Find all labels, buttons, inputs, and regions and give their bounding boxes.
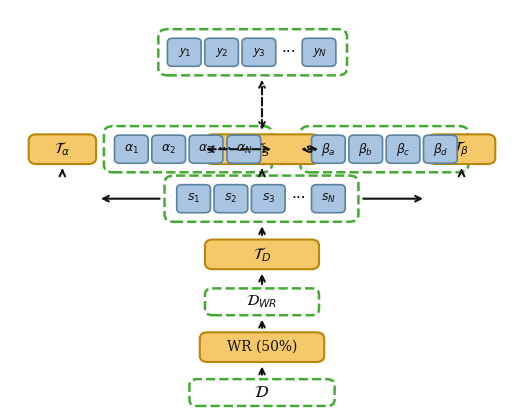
Text: $\beta_c$: $\beta_c$ [396,141,410,158]
FancyBboxPatch shape [300,126,468,172]
Text: WR (50%): WR (50%) [227,340,297,354]
FancyBboxPatch shape [386,135,420,163]
Text: $\mathcal{y}_N$: $\mathcal{y}_N$ [312,46,326,59]
FancyBboxPatch shape [152,135,185,163]
FancyBboxPatch shape [177,185,211,213]
Text: $\alpha_2$: $\alpha_2$ [161,143,176,156]
FancyBboxPatch shape [205,38,238,66]
Text: $\mathcal{y}_3$: $\mathcal{y}_3$ [253,46,266,59]
Text: $\alpha_1$: $\alpha_1$ [124,143,139,156]
FancyBboxPatch shape [189,379,335,406]
Text: $\beta_a$: $\beta_a$ [321,141,336,158]
Text: $\mathcal{y}_1$: $\mathcal{y}_1$ [178,46,191,59]
FancyBboxPatch shape [29,134,96,164]
Text: $\mathcal{y}_2$: $\mathcal{y}_2$ [215,46,228,59]
Text: $s_2$: $s_2$ [224,192,237,205]
FancyBboxPatch shape [205,288,319,315]
Text: $\mathcal{D}$: $\mathcal{D}$ [255,384,269,401]
FancyBboxPatch shape [423,135,457,163]
FancyBboxPatch shape [200,332,324,362]
Text: $\alpha_3$: $\alpha_3$ [199,143,214,156]
FancyBboxPatch shape [104,126,272,172]
FancyBboxPatch shape [428,134,495,164]
Text: $\mathcal{T}_D$: $\mathcal{T}_D$ [253,245,271,264]
FancyBboxPatch shape [311,185,345,213]
FancyBboxPatch shape [252,185,285,213]
FancyBboxPatch shape [349,135,383,163]
Text: $\beta_b$: $\beta_b$ [358,141,373,158]
FancyBboxPatch shape [205,240,319,269]
Text: ···: ··· [217,142,232,157]
Text: ···: ··· [291,191,305,206]
FancyBboxPatch shape [302,38,336,66]
FancyBboxPatch shape [115,135,148,163]
FancyBboxPatch shape [165,176,358,222]
FancyBboxPatch shape [311,135,345,163]
Text: $\alpha_N$: $\alpha_N$ [236,143,252,156]
Text: $\mathcal{T}_\beta$: $\mathcal{T}_\beta$ [453,139,470,159]
Text: $\mathcal{T}_S$: $\mathcal{T}_S$ [254,140,270,158]
FancyBboxPatch shape [189,135,223,163]
Text: $s_3$: $s_3$ [261,192,275,205]
Text: $\beta_d$: $\beta_d$ [432,141,448,158]
FancyBboxPatch shape [242,38,276,66]
FancyBboxPatch shape [158,29,347,75]
FancyBboxPatch shape [205,134,319,164]
Text: $s_N$: $s_N$ [321,192,336,205]
Text: $\mathcal{D}_{WR}$: $\mathcal{D}_{WR}$ [246,293,278,310]
Text: ···: ··· [281,45,296,60]
FancyBboxPatch shape [214,185,248,213]
Text: $\mathcal{T}_\alpha$: $\mathcal{T}_\alpha$ [54,140,71,158]
FancyBboxPatch shape [167,38,201,66]
Text: $s_1$: $s_1$ [187,192,200,205]
FancyBboxPatch shape [227,135,261,163]
